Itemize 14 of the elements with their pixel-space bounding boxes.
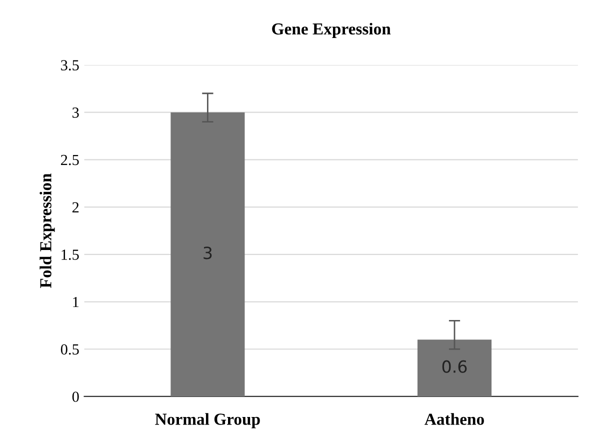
y-axis-title: Fold Expression — [40, 173, 55, 288]
y-tick-label: 0.5 — [60, 344, 79, 355]
y-tick-label: 3.5 — [61, 60, 79, 70]
x-tick-label: Normal Group — [155, 413, 260, 428]
y-tick-label: 3 — [72, 108, 79, 118]
y-tick-label: 1.5 — [62, 250, 79, 260]
y-tick-label: 1 — [73, 296, 78, 308]
y-tick-label: 0 — [72, 392, 79, 402]
chart-title: Gene Expression — [272, 22, 391, 38]
y-tick-label: 2.5 — [60, 154, 79, 166]
x-tick-label: Aatheno — [424, 413, 484, 425]
data-label: 3 — [204, 246, 212, 260]
y-tick-label: 2 — [72, 202, 79, 212]
data-label: 0.6 — [442, 360, 467, 373]
